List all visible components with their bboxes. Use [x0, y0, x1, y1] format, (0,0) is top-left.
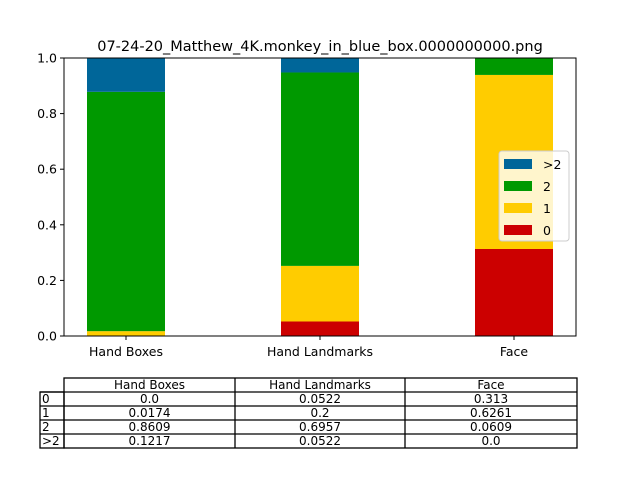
legend-label: 1 [543, 201, 551, 216]
table-cell: 0.0522 [299, 434, 341, 448]
table-cell: 0.6957 [299, 420, 341, 434]
legend-swatch [504, 159, 532, 169]
table-col-header: Hand Boxes [114, 378, 185, 392]
y-tick-label: 0.8 [37, 106, 57, 121]
table-cell: 0.0 [140, 392, 159, 406]
bar-hand-boxes-s2 [87, 91, 165, 332]
legend-label: >2 [543, 157, 561, 172]
y-axis: 0.0 0.2 0.4 0.6 0.8 1.0 [37, 51, 64, 344]
bar-hand-boxes-s3 [87, 58, 165, 92]
table-col-header: Hand Landmarks [269, 378, 371, 392]
table-cell: 0.8609 [129, 420, 171, 434]
table-cell: 0.313 [474, 392, 508, 406]
bar-face-s2 [475, 58, 553, 75]
y-tick-label: 0.0 [37, 329, 57, 344]
y-tick-label: 1.0 [37, 51, 57, 66]
table-cell: 0.1217 [129, 434, 171, 448]
legend-label: 2 [543, 179, 551, 194]
bar-face-s0 [475, 248, 553, 336]
bar-hand-landmarks-s0 [281, 321, 359, 336]
table-cell: 0.0609 [470, 420, 512, 434]
table-cell: 0.0174 [129, 406, 171, 420]
x-tick-label: Hand Landmarks [267, 344, 373, 359]
table-cell: 0.0 [481, 434, 500, 448]
table-cell: 0.6261 [470, 406, 512, 420]
bars-layer [87, 57, 553, 336]
legend: >2 2 1 0 [498, 150, 570, 242]
bar-hand-landmarks-s2 [281, 72, 359, 266]
legend-swatch [504, 225, 532, 235]
x-axis: Hand Boxes Hand Landmarks Face [89, 336, 528, 359]
chart-title: 07-24-20_Matthew_4K.monkey_in_blue_box.0… [97, 39, 543, 55]
legend-box [498, 150, 570, 242]
bar-hand-landmarks-s1 [281, 265, 359, 322]
table-row-label: 1 [42, 406, 50, 420]
table-col-header: Face [477, 378, 504, 392]
legend-label: 0 [543, 223, 551, 238]
y-tick-label: 0.6 [37, 162, 57, 177]
bar-hand-boxes-s1 [87, 331, 165, 336]
table-row-label: >2 [42, 434, 60, 448]
legend-swatch [504, 181, 532, 191]
table-row-label: 2 [42, 420, 50, 434]
table-row-label: 0 [42, 392, 50, 406]
bar-hand-landmarks-s3 [281, 57, 359, 73]
x-tick-label: Face [500, 344, 529, 359]
y-tick-label: 0.4 [37, 217, 57, 232]
y-tick-label: 0.2 [37, 273, 57, 288]
table-cell: 0.0522 [299, 392, 341, 406]
legend-swatch [504, 203, 532, 213]
table-cell: 0.2 [310, 406, 329, 420]
x-tick-label: Hand Boxes [89, 344, 163, 359]
